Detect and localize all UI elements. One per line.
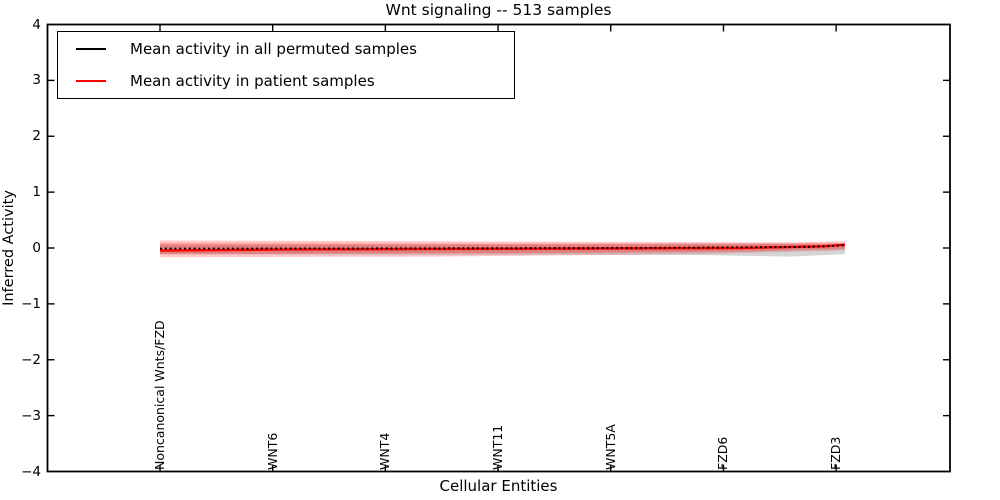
x-tick-label: WNT4 xyxy=(377,432,393,470)
legend-label: Mean activity in patient samples xyxy=(130,72,375,90)
y-tick-label: −3 xyxy=(21,407,41,424)
y-tick-label: −1 xyxy=(21,295,41,312)
y-tick-label: 0 xyxy=(32,240,41,256)
legend: Mean activity in all permuted samples Mea… xyxy=(57,31,515,99)
y-tick-label: −4 xyxy=(21,463,41,480)
legend-label: Mean activity in all permuted samples xyxy=(130,40,417,58)
legend-entry: Mean activity in all permuted samples xyxy=(58,34,514,64)
x-tick-label: Noncanonical Wnts/FZD xyxy=(152,320,167,470)
x-tick-label: WNT11 xyxy=(490,424,506,470)
y-tick-label: −2 xyxy=(21,351,41,368)
legend-line-swatch xyxy=(76,80,106,82)
y-tick-label: 2 xyxy=(32,128,41,145)
legend-entry: Mean activity in patient samples xyxy=(58,66,514,96)
chart-title: Wnt signaling -- 513 samples xyxy=(385,1,612,19)
y-tick-label: 3 xyxy=(32,72,41,89)
x-tick-label: WNT5A xyxy=(602,424,618,470)
y-tick-label: 1 xyxy=(32,184,41,201)
x-axis-label: Cellular Entities xyxy=(439,477,558,495)
x-tick-label: WNT6 xyxy=(264,432,280,470)
x-tick-label: FZD6 xyxy=(715,436,731,470)
legend-line-swatch xyxy=(76,48,106,50)
y-tick-label: 4 xyxy=(32,16,41,33)
x-tick-label: FZD3 xyxy=(828,436,844,470)
